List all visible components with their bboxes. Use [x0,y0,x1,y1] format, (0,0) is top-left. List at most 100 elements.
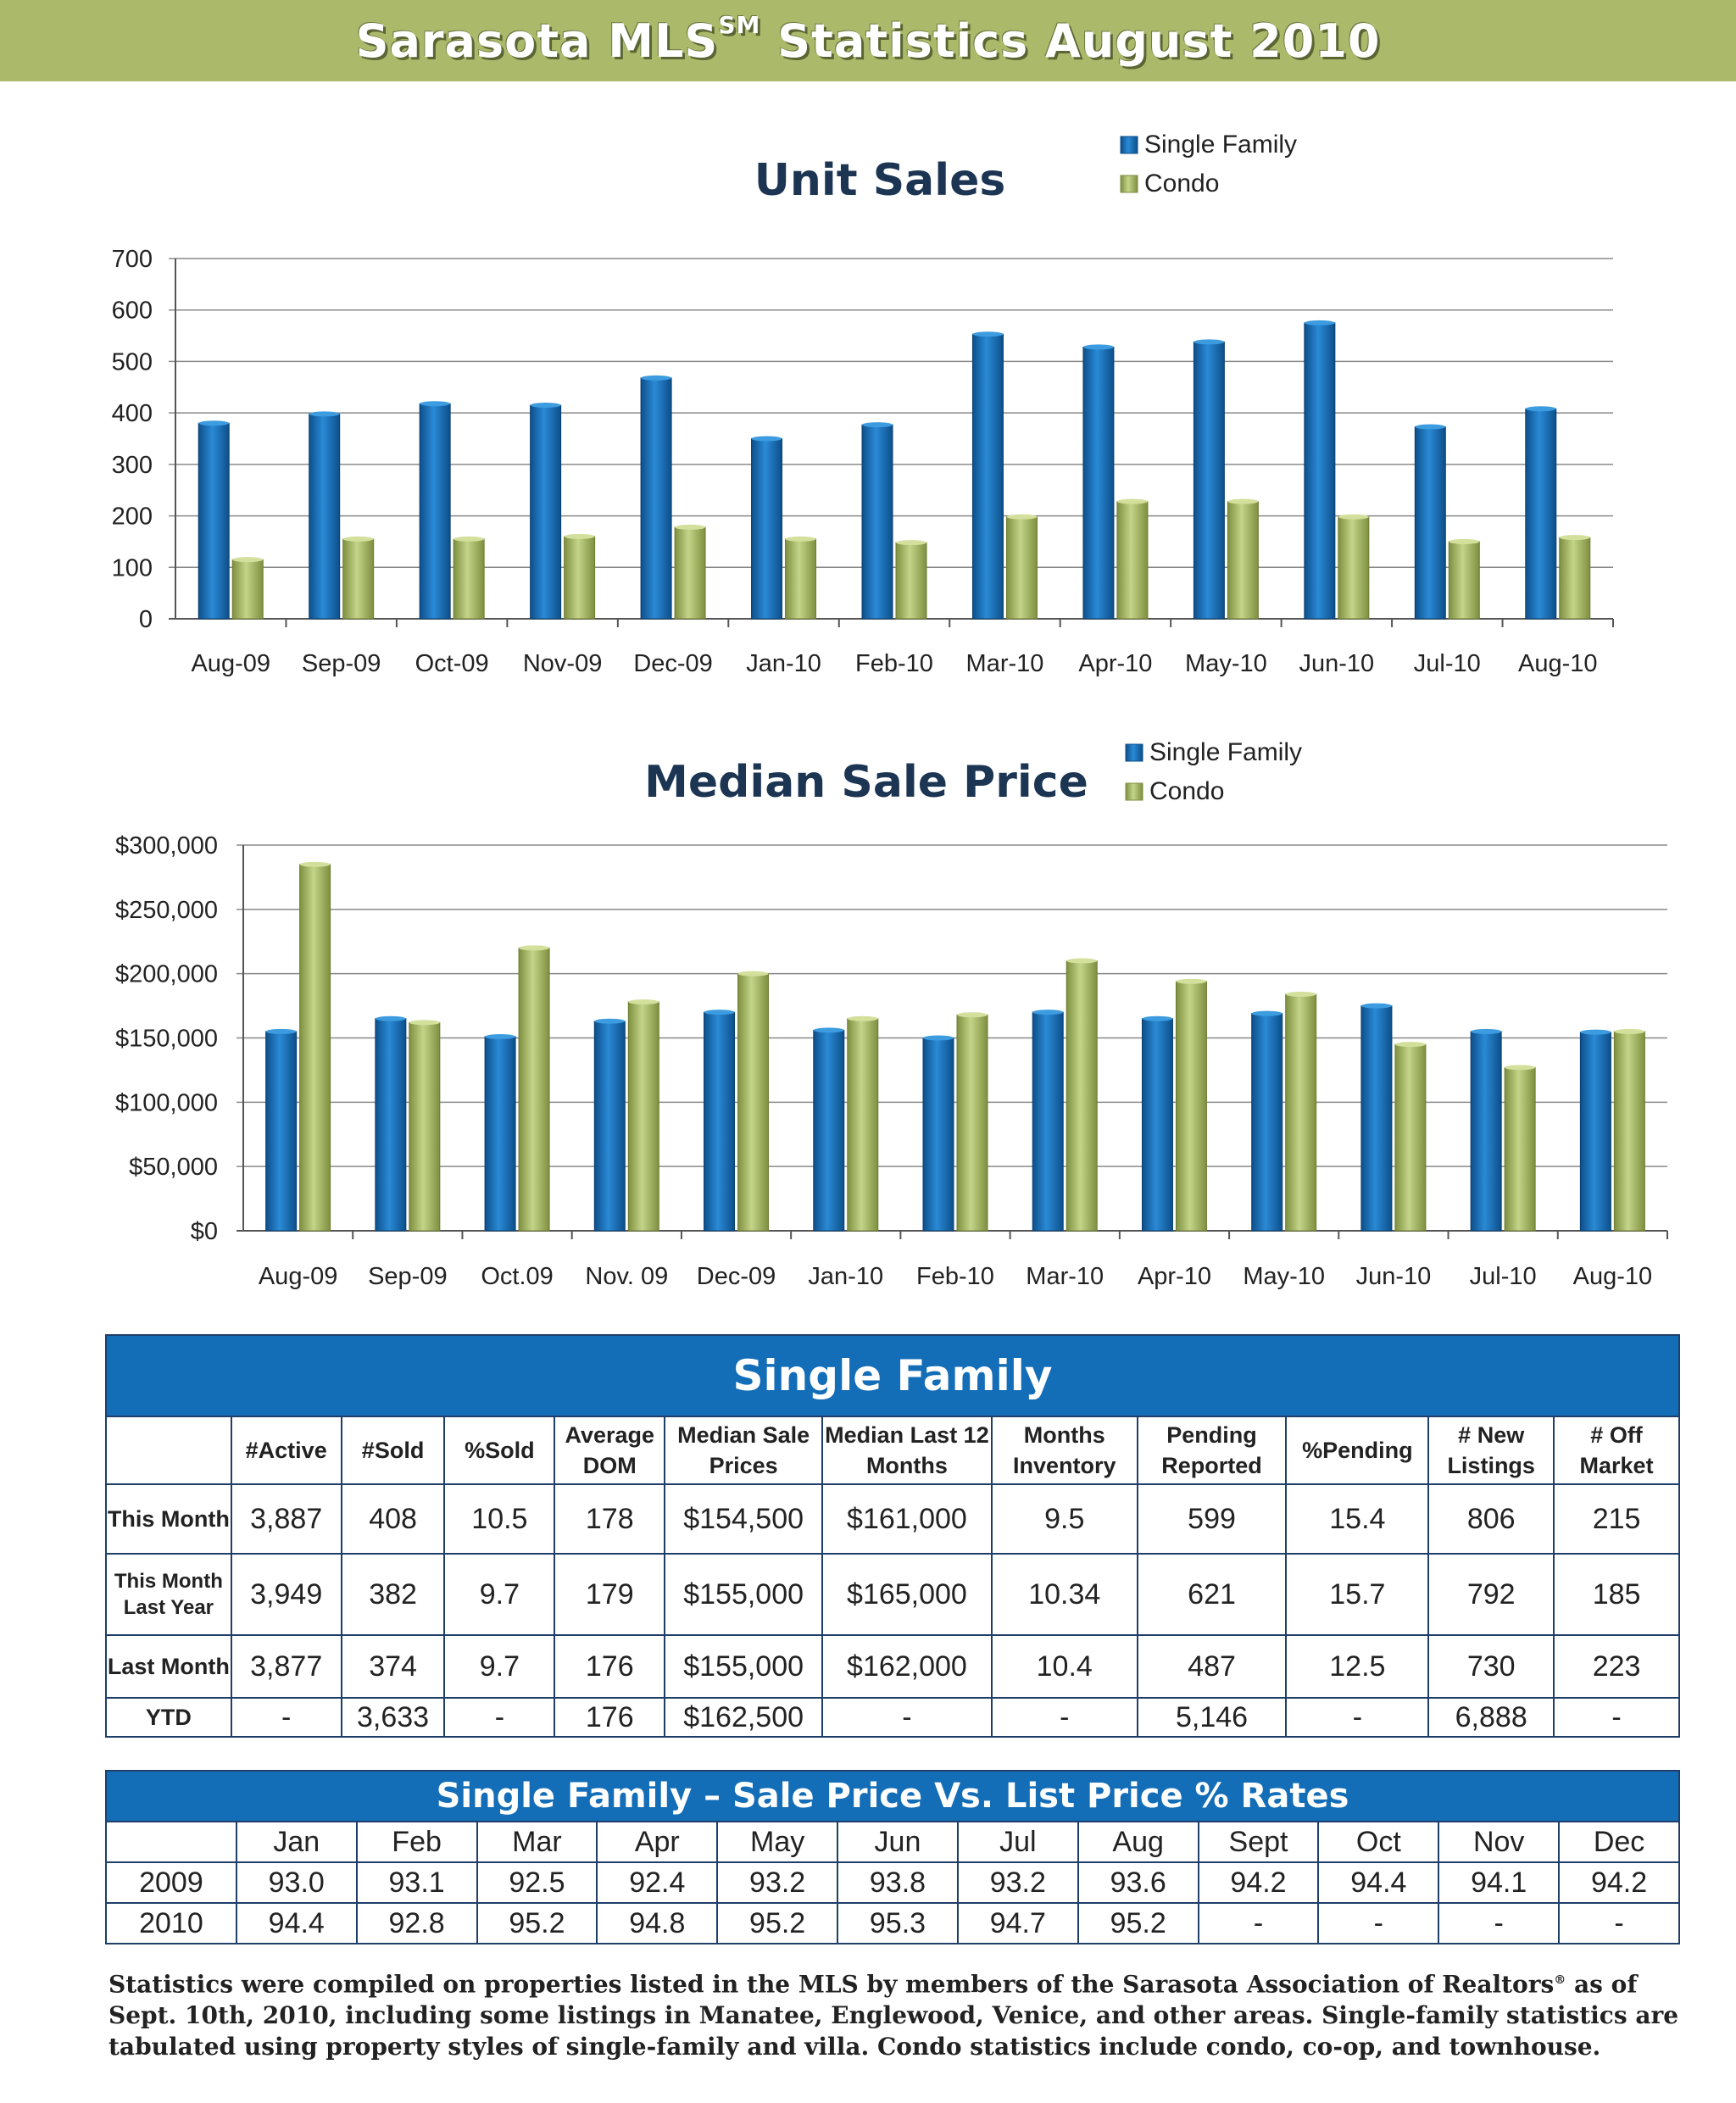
x-tick-label: Jun-10 [1356,1263,1432,1290]
bar-cap-single-family [1082,344,1114,350]
rate-table-title: Single Family – Sale Price Vs. List Pric… [105,1770,1680,1822]
table-cell: 10.34 [990,1553,1138,1636]
footnote: Statistics were compiled on properties l… [108,1970,1679,2061]
x-tick-label: Feb-10 [916,1263,994,1290]
x-tick-label: Nov. 09 [585,1263,668,1290]
table-cell: 94.8 [596,1902,719,1944]
legend-swatch-single-family [1125,743,1143,762]
bar-cap-condo [1006,514,1038,520]
bar-single-family [1579,1032,1611,1232]
x-tick-label: Jun-10 [1299,650,1375,677]
unit-sales-chart: Unit Sales Single Family Condo 0 100 200 300 40… [112,131,1614,677]
table-cell: 15.4 [1285,1483,1430,1555]
bar-condo [231,559,264,620]
month-header: Mar [476,1821,598,1863]
title-banner: Sarasota MLSSM Statistics August 2010 [0,0,1736,81]
bar-cap-single-family [594,1018,626,1024]
legend-swatch-condo [1120,175,1138,193]
y-tick-label: $200,000 [115,961,218,988]
year-label: 2010 [105,1902,237,1944]
table-cell: 792 [1427,1553,1555,1636]
bar-condo [518,947,550,1232]
y-tick-label: 300 [112,452,153,479]
bar-cap-single-family [485,1033,516,1039]
x-tick-label: Dec-09 [633,650,713,677]
bar-cap-condo [675,524,706,530]
table-cell: $155,000 [664,1634,824,1699]
bar-single-family [198,422,230,620]
legend-swatch-single-family [1120,136,1138,154]
bar-condo [1504,1066,1536,1232]
table-cell: 94.4 [1317,1861,1440,1904]
bar-single-family [813,1029,845,1232]
table-cell: 92.4 [596,1861,719,1904]
table-cell: 94.1 [1438,1861,1561,1904]
month-header: Feb [355,1821,478,1863]
y-tick-label: 500 [112,348,153,376]
bar-single-family [1251,1013,1283,1232]
y-tick-label: $100,000 [115,1089,218,1116]
page-title: Sarasota MLSSM Statistics August 2010 [355,10,1381,68]
month-header: Nov [1438,1821,1561,1863]
bar-cap-single-family [1360,1003,1392,1009]
bar-cap-single-family [1580,1029,1611,1035]
legend-label-condo: Condo [1149,777,1224,805]
y-tick-label: 400 [112,400,153,427]
table-cell: $161,000 [821,1483,993,1555]
table-cell: 382 [340,1553,446,1636]
x-tick-label: Aug-10 [1573,1263,1653,1290]
table-row: This Month 3,887 408 10.5 178 $154,500 $161,00… [105,1483,1680,1555]
single-family-table: Single Family #Active #Sold %Sold Average D… [105,1334,1680,1738]
column-header: %Sold [443,1416,556,1485]
bar-cap-single-family [751,436,782,442]
x-tick-label: Mar-10 [966,650,1044,677]
table-cell: 806 [1427,1483,1555,1555]
bar-cap-condo [785,536,816,542]
bar-condo [895,542,927,620]
table-cell: 15.7 [1285,1553,1430,1636]
x-tick-label: Oct-09 [415,650,489,677]
legend-label-single-family: Single Family [1144,131,1297,159]
bar-cap-condo [453,536,485,542]
column-header: Average DOM [554,1416,666,1485]
sale-vs-list-rate-table: Single Family – Sale Price Vs. List Pric… [105,1770,1680,1944]
column-header: #Sold [340,1416,446,1485]
column-header: Pending Reported [1136,1416,1288,1485]
table-cell: 9.7 [443,1634,556,1699]
column-header: Median Last 12 Months [821,1416,993,1485]
bar-cap-single-family [972,331,1004,337]
table-cell: 3,633 [340,1697,446,1738]
bar-condo [299,864,331,1232]
bar-single-family [419,403,451,620]
bar-single-family [971,333,1004,620]
corner-cell [105,1821,237,1863]
table-row: Last Month 3,877 374 9.7 176 $155,000 $162,000… [105,1634,1680,1699]
bar-single-family [484,1036,516,1232]
bar-condo [1338,516,1370,620]
corner-cell [105,1416,232,1485]
table-cell: 185 [1553,1553,1680,1636]
table-cell: 223 [1553,1634,1680,1699]
table-cell: 3,877 [230,1634,342,1699]
bar-condo [342,538,375,620]
bar-cap-condo [409,1020,440,1026]
bar-cap-single-family [1471,1028,1502,1034]
bar-condo [785,538,817,620]
x-tick-label: Sep-09 [368,1263,448,1290]
table-cell: $155,000 [664,1553,824,1636]
table-cell: 179 [554,1553,666,1636]
month-header: Jul [956,1821,1079,1863]
bar-single-family [922,1038,954,1232]
bar-single-family [375,1018,407,1232]
table-cell: 93.0 [235,1861,358,1904]
y-tick-label: 0 [139,606,153,633]
bar-cap-single-family [265,1028,297,1034]
table-cell: 176 [554,1634,666,1699]
table-cell: 93.2 [716,1861,839,1904]
bar-cap-single-family [923,1035,954,1041]
table-row: This Month Last Year 3,949 382 9.7 179 $155,0… [105,1553,1680,1636]
legend-label-single-family: Single Family [1149,738,1302,766]
bar-condo [1175,981,1207,1232]
median-sale-price-chart: Median Sale Price Single Family Condo $0 $50… [115,738,1668,1290]
bar-single-family [751,438,783,620]
